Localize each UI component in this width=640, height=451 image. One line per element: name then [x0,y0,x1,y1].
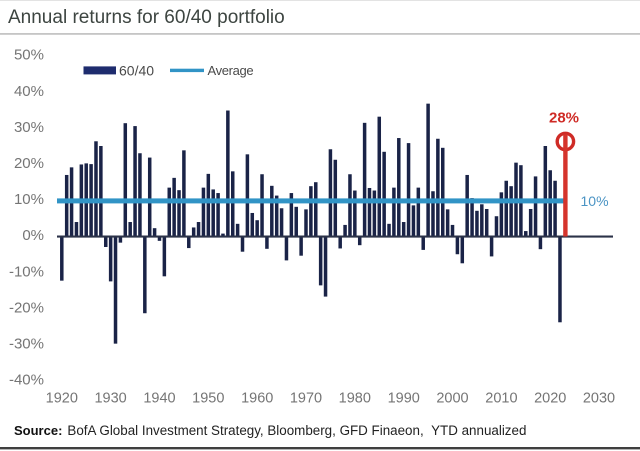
svg-text:2030: 2030 [583,391,615,407]
svg-text:2020: 2020 [534,391,566,407]
svg-text:1950: 1950 [192,391,224,407]
svg-text:10%: 10% [581,193,609,209]
svg-text:Annual returns for 60/40 portf: Annual returns for 60/40 portfolio [8,7,285,28]
svg-text:2000: 2000 [436,391,468,407]
svg-text:-40%: -40% [9,372,44,389]
svg-text:10%: 10% [14,191,44,208]
svg-text:1920: 1920 [46,391,78,407]
svg-text:1930: 1930 [94,391,126,407]
svg-text:28%: 28% [549,109,579,126]
svg-text:0%: 0% [22,227,44,244]
svg-text:50%: 50% [14,47,44,64]
svg-text:1970: 1970 [290,391,322,407]
svg-text:60/40: 60/40 [119,62,154,78]
svg-text:2010: 2010 [485,391,517,407]
svg-text:-20%: -20% [9,299,44,316]
svg-text:1940: 1940 [143,391,175,407]
svg-text:1990: 1990 [388,391,420,407]
svg-text:20%: 20% [14,155,44,172]
svg-text:-10%: -10% [9,263,44,280]
svg-text:Source:BofA Global Investment: Source: BofA Global Investment Strategy, … [14,423,526,438]
svg-text:1960: 1960 [241,391,273,407]
svg-text:1980: 1980 [339,391,371,407]
svg-text:Average: Average [208,63,254,78]
svg-text:40%: 40% [14,83,44,100]
svg-text:-30%: -30% [9,336,44,353]
svg-text:30%: 30% [14,119,44,136]
